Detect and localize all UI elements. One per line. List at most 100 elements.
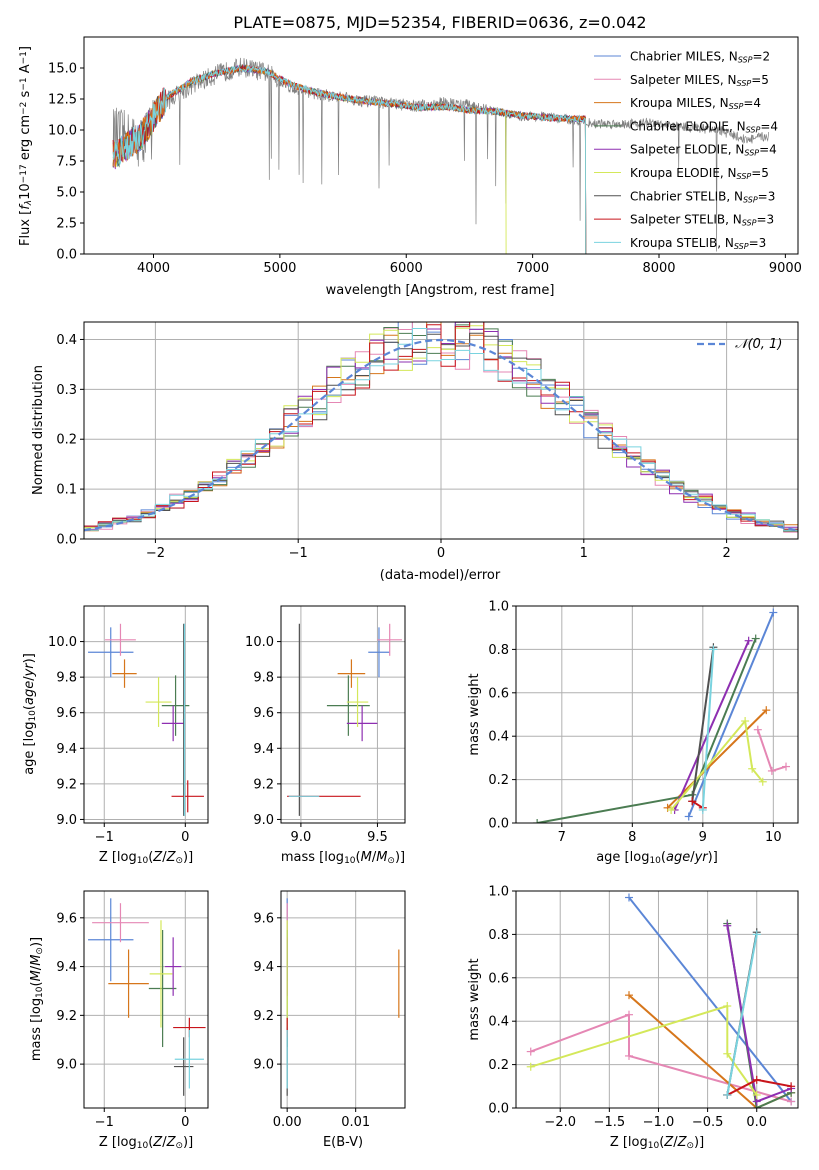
y-tick-label: 0.4: [56, 333, 77, 348]
legend-entry: Salpeter MILES, NSSP=5: [630, 73, 769, 88]
y-tick-label: 9.0: [253, 1058, 274, 1073]
spectrum-panel: 4000 5000 6000 7000 8000 9000 0.0 2.5 5.0 7.5 10.0…: [18, 36, 802, 298]
weight-line: [530, 1013, 792, 1103]
x-tick-label: 1: [580, 546, 588, 561]
y-tick-label: 9.0: [56, 813, 77, 828]
x-tick-label: 8000: [642, 261, 675, 276]
histogram-panel: −2 −1 0 1 2 0.0 0.1 0.2 0.3 0.4 𝒩(0, 1) (data-model…: [31, 321, 799, 583]
legend-entry: Kroupa ELODIE, NSSP=5: [630, 166, 769, 181]
grid: [516, 890, 798, 1109]
plot-area: [533, 608, 791, 823]
y-tick-label: 10.0: [48, 124, 77, 139]
overlay: −2 −1 0 1 2 0.0 0.1 0.2 0.3 0.4 𝒩(0, 1) (data-model…: [31, 321, 799, 583]
plot-area: [88, 898, 206, 1096]
y-tick-label: 0.0: [56, 533, 77, 548]
weight-line: [691, 647, 715, 802]
axes-frame: [280, 605, 406, 824]
x-tick-label: −2: [146, 546, 165, 561]
overlay: −2.0 −1.5 −1.0 −0.5 0.0 0.0 0.2 0.4 0.6 0.8 1.0 Z […: [467, 885, 799, 1151]
weight-line: [670, 720, 764, 811]
y-axis-label: mass weight: [467, 958, 482, 1040]
weight-line: [701, 649, 715, 811]
y-tick-label: 0.0: [488, 817, 509, 832]
legend-entry: Salpeter STELIB, NSSP=3: [630, 213, 774, 228]
y-tick-label: 0.8: [488, 643, 509, 658]
x-tick-label: 8: [628, 830, 636, 845]
y-tick-label: 1.0: [488, 600, 509, 615]
y-tick-label: 0.0: [488, 1102, 509, 1117]
y-tick-label: 0.2: [488, 773, 509, 788]
grid: [281, 606, 405, 823]
plot-area: [88, 623, 204, 816]
weight-vs-age-panel: 7 8 9 10 0.0 0.2 0.4 0.6 0.8 1.0 age [log10(age/yr…: [467, 600, 799, 866]
y-tick-label: 0.2: [56, 433, 77, 448]
y-tick-label: 0.3: [56, 383, 77, 398]
legend-entry: Chabrier STELIB, NSSP=3: [630, 189, 775, 204]
y-tick-label: 9.2: [56, 777, 77, 792]
x-axis-label: age [log10(age/yr)]: [596, 850, 718, 866]
overlay: 4000 5000 6000 7000 8000 9000 0.0 2.5 5.0 7.5 10.0…: [18, 36, 802, 298]
y-tick-label: 0.6: [488, 686, 509, 701]
x-tick-label: 9.0: [291, 830, 312, 845]
axes-frame: [83, 605, 209, 824]
y-tick-label: 9.2: [253, 1009, 274, 1024]
axes-frame: [83, 321, 799, 540]
y-axis-label: Normed distribution: [31, 365, 46, 495]
weight-line: [687, 612, 775, 817]
y-axis-label: age [log10(age/yr)]: [22, 653, 38, 775]
y-tick-label: 0.2: [488, 1058, 509, 1073]
legend-entry: Chabrier ELODIE, NSSP=4: [630, 119, 778, 134]
mass-vs-EBV-panel: 0.00 0.01 9.0 9.2 9.4 9.6 E(B-V): [253, 890, 406, 1150]
y-tick-label: 0.4: [488, 730, 509, 745]
x-axis-label: Z [log10(Z/Z⊙)]: [99, 850, 193, 866]
x-tick-label: 0.00: [273, 1115, 302, 1130]
plot-area: [286, 898, 400, 1096]
y-tick-label: 5.0: [56, 186, 77, 201]
plot-area: [526, 893, 796, 1108]
overlay: 7 8 9 10 0.0 0.2 0.4 0.6 0.8 1.0 age [log10(age/yr…: [467, 600, 799, 866]
x-tick-label: 2: [722, 546, 730, 561]
grid: [84, 891, 208, 1108]
y-tick-label: 0.4: [488, 1015, 509, 1030]
mass-vs-Z-panel: −1 0 9.0 9.2 9.4 9.6 Z [log10(Z/Z⊙)] mass [log1…: [29, 890, 209, 1151]
weight-line: [673, 640, 750, 811]
legend-entry: Kroupa STELIB, NSSP=3: [630, 236, 766, 251]
legend-entry: Salpeter ELODIE, NSSP=4: [630, 143, 777, 158]
axes-frame: [515, 890, 799, 1109]
age-vs-mass-panel: 9.0 9.5 9.0 9.2 9.4 9.6 9.8 10.0 mass [log10(M/M…: [245, 605, 406, 866]
x-tick-label: 10: [765, 830, 782, 845]
overlay: 9.0 9.5 9.0 9.2 9.4 9.6 9.8 10.0 mass [log10(M/M…: [245, 605, 406, 866]
y-tick-label: 10.0: [245, 635, 274, 650]
x-tick-label: 7: [558, 830, 566, 845]
plot-area: [112, 57, 770, 254]
x-tick-label: 5000: [263, 261, 296, 276]
plot-area: [84, 322, 798, 539]
model-spectrum-line: [112, 64, 587, 254]
x-tick-label: 9000: [769, 261, 802, 276]
weight-line: [666, 709, 768, 809]
x-axis-label: wavelength [Angstrom, rest frame]: [326, 283, 555, 298]
overlay: 0.00 0.01 9.0 9.2 9.4 9.6 E(B-V): [253, 890, 406, 1150]
chart-title: PLATE=0875, MJD=52354, FIBERID=0636, z=0…: [233, 13, 646, 32]
x-tick-label: 0.01: [341, 1115, 370, 1130]
x-tick-label: −0.5: [692, 1115, 724, 1130]
overlay: −1 0 9.0 9.2 9.4 9.6 9.8 10.0 Z [log10(Z/Z⊙)] age…: [22, 605, 209, 866]
weight-line: [530, 1005, 758, 1096]
x-tick-label: −1: [95, 1115, 114, 1130]
y-tick-label: 0.6: [488, 971, 509, 986]
age-vs-Z-panel: −1 0 9.0 9.2 9.4 9.6 9.8 10.0 Z [log10(Z/Z⊙)] age…: [22, 605, 209, 866]
y-tick-label: 9.6: [56, 911, 77, 926]
weight-vs-Z-panel: −2.0 −1.5 −1.0 −0.5 0.0 0.0 0.2 0.4 0.6 0.8 1.0 Z […: [467, 885, 799, 1151]
y-tick-label: 9.4: [56, 742, 77, 757]
x-tick-label: 4000: [137, 261, 170, 276]
y-tick-label: 1.0: [488, 885, 509, 900]
legend-entry: Chabrier MILES, NSSP=2: [630, 50, 770, 65]
y-tick-label: 9.4: [56, 960, 77, 975]
y-tick-label: 9.4: [253, 960, 274, 975]
y-tick-label: 0.1: [56, 483, 77, 498]
y-axis-label: Flux [fλ10−17 erg cm−2 s−1 A−1]: [18, 46, 34, 246]
x-tick-label: −1.0: [643, 1115, 675, 1130]
grid: [84, 606, 208, 823]
y-axis-label: mass weight: [467, 673, 482, 755]
